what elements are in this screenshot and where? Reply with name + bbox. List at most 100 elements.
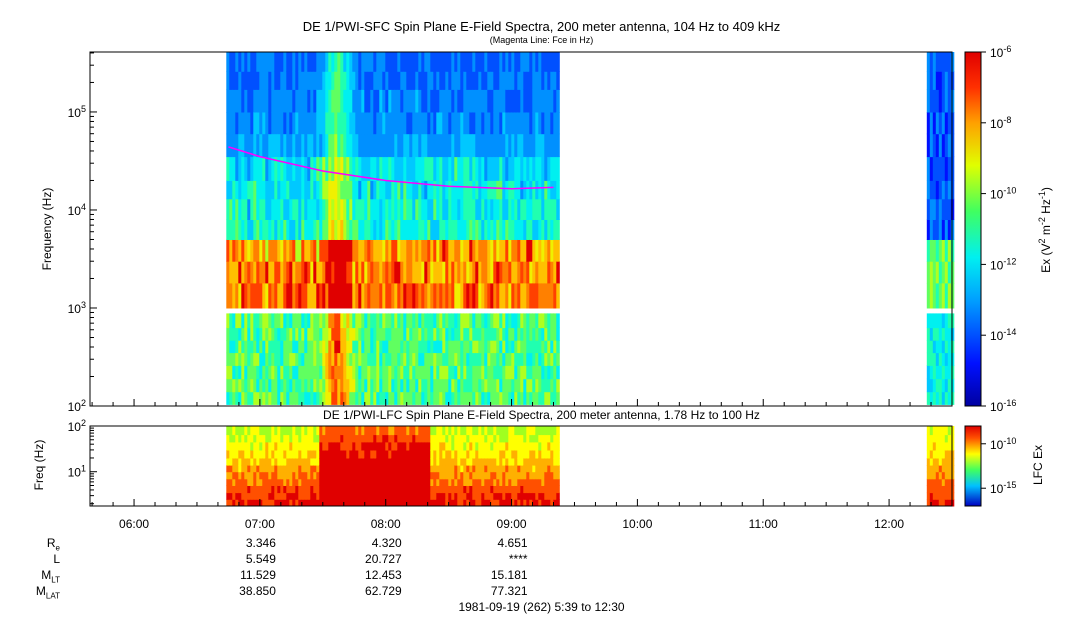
lfc-spectrogram-cell <box>421 426 425 436</box>
lfc-spectrogram-cell <box>478 465 482 473</box>
spectrogram-cell <box>448 352 452 366</box>
lfc-spectrogram-cell <box>355 485 359 494</box>
spectrogram-cell <box>505 239 509 262</box>
lfc-spectrogram-cell <box>433 478 437 486</box>
spectrogram-cell <box>421 340 425 354</box>
spectrogram-cell <box>388 71 392 90</box>
lfc-spectrogram-cell <box>490 499 494 507</box>
lfc-spectrogram-cell <box>304 449 308 459</box>
spectrogram-cell <box>511 198 515 220</box>
lfc-spectrogram-cell <box>457 485 461 494</box>
spectrogram-cell <box>400 391 404 405</box>
spectrogram-cell <box>346 261 350 284</box>
spectrogram-cell <box>295 198 299 220</box>
lfc-spectrogram-cell <box>265 499 269 507</box>
lfc-spectrogram-cell <box>538 434 542 443</box>
spectrogram-cell <box>301 378 305 393</box>
spectrogram-cell <box>442 133 446 158</box>
spectrogram-cell <box>421 198 425 220</box>
spectrogram-cell <box>289 327 293 341</box>
lfc-spectrogram-cell <box>424 478 428 486</box>
spectrogram-cell <box>529 239 533 262</box>
spectrogram-cell <box>304 391 308 405</box>
spectrogram-cell <box>511 156 515 181</box>
spectrogram-cell <box>349 365 353 380</box>
spectrogram-cell <box>307 239 311 262</box>
spectrogram-cell <box>244 52 248 72</box>
lfc-spectrogram-cell <box>331 465 335 473</box>
lfc-spectrogram-cell <box>430 449 434 459</box>
spectrogram-cell <box>403 340 407 354</box>
spectrogram-cell <box>370 378 374 393</box>
spectrogram-cell <box>358 313 362 329</box>
spectrogram-cell <box>517 327 521 341</box>
lfc-spectrogram-cell <box>944 478 949 486</box>
lfc-spectrogram-cell <box>541 441 545 451</box>
spectrogram-cell <box>938 313 943 329</box>
spectrogram-cell <box>307 365 311 380</box>
spectrogram-cell <box>935 180 940 200</box>
spectrogram-cell <box>469 112 473 135</box>
spectrogram-cell <box>274 219 278 240</box>
spectrogram-cell <box>451 219 455 240</box>
spectrogram-cell <box>541 156 545 181</box>
lfc-spectrogram-cell <box>932 434 937 443</box>
lfc-spectrogram-cell <box>367 458 371 466</box>
lfc-spectrogram-cell <box>340 465 344 473</box>
spectrogram-cell <box>430 283 434 309</box>
lfc-spectrogram-cell <box>496 449 500 459</box>
spectrogram-cell <box>941 198 946 220</box>
lfc-spectrogram-cell <box>950 458 955 466</box>
lfc-spectrogram-cell <box>550 441 554 451</box>
lfc-spectrogram-cell <box>340 485 344 494</box>
lfc-spectrogram-cell <box>262 478 266 486</box>
lfc-spectrogram-cell <box>478 426 482 436</box>
lfc-spectrogram-cell <box>448 426 452 436</box>
spectrogram-cell <box>550 133 554 158</box>
spectrogram-cell <box>535 340 539 354</box>
lfc-spectrogram-cell <box>304 492 308 500</box>
spectrogram-cell <box>307 352 311 366</box>
spectrogram-cell <box>538 313 542 329</box>
spectrogram-cell <box>295 156 299 181</box>
spectrogram-cell <box>544 52 548 72</box>
spectrogram-cell <box>505 156 509 181</box>
lfc-spectrogram-cell <box>283 492 287 500</box>
spectrogram-cell <box>394 180 398 200</box>
spectrogram-cell <box>304 156 308 181</box>
lfc-spectrogram-cell <box>538 465 542 473</box>
lfc-spectrogram-cell <box>235 426 239 436</box>
spectrogram-cell <box>475 198 479 220</box>
spectrogram-cell <box>361 133 365 158</box>
lfc-spectrogram-cell <box>250 426 254 436</box>
lfc-spectrogram-cell <box>541 492 545 500</box>
lfc-spectrogram-cell <box>520 478 524 486</box>
lfc-spectrogram-cell <box>304 426 308 436</box>
lfc-spectrogram-cell <box>523 492 527 500</box>
spectrogram-cell <box>241 378 245 393</box>
lfc-spectrogram-cell <box>373 426 377 436</box>
spectrogram-cell <box>361 313 365 329</box>
spectrogram-cell <box>379 239 383 262</box>
lfc-spectrogram-cell <box>499 434 503 443</box>
spectrogram-cell <box>502 283 506 309</box>
spectrogram-cell <box>544 391 548 405</box>
lfc-spectrogram-cell <box>929 426 934 436</box>
spectrogram-cell <box>292 365 296 380</box>
spectrogram-cell <box>496 283 500 309</box>
lfc-spectrogram-cell <box>325 465 329 473</box>
lfc-spectrogram-cell <box>232 485 236 494</box>
spectrogram-cell <box>415 261 419 284</box>
spectrogram-cell <box>241 313 245 329</box>
spectrogram-cell <box>941 219 946 240</box>
spectrogram-cell <box>346 239 350 262</box>
spectrogram-cell <box>427 89 431 113</box>
lfc-spectrogram-cell <box>481 478 485 486</box>
spectrogram-cell <box>430 156 434 181</box>
lfc-spectrogram-cell <box>352 426 356 436</box>
spectrogram-cell <box>268 156 272 181</box>
spectrogram-cell <box>391 283 395 309</box>
spectrogram-cell <box>439 133 443 158</box>
spectrogram-cell <box>409 180 413 200</box>
